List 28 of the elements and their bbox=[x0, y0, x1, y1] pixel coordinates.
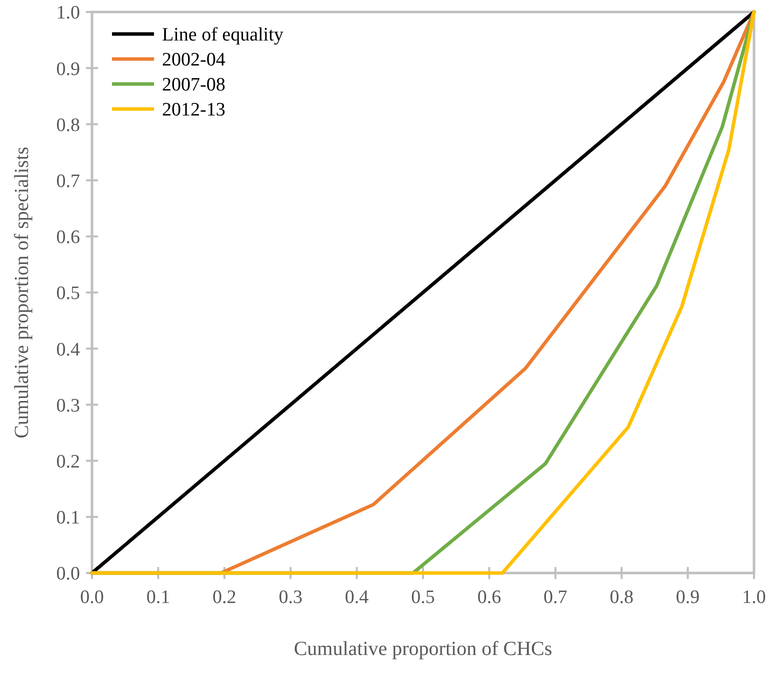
y-tick-label: 0.7 bbox=[56, 170, 80, 192]
legend-label: Line of equality bbox=[162, 24, 284, 46]
y-axis-title: Cumulative proportion of specialists bbox=[11, 146, 33, 438]
y-tick-label: 0.6 bbox=[56, 227, 80, 248]
y-tick-label: 0.9 bbox=[56, 58, 80, 80]
y-tick-label: 0.8 bbox=[56, 114, 80, 136]
legend-label: 2012-13 bbox=[162, 100, 226, 121]
x-tick-label: 0.6 bbox=[477, 587, 502, 608]
y-tick-label: 0.3 bbox=[56, 395, 80, 416]
y-tick-label: 0.5 bbox=[56, 283, 80, 304]
legend-label: 2007-08 bbox=[162, 74, 226, 96]
x-tick-label: 0.9 bbox=[676, 587, 700, 608]
x-tick-label: 1.0 bbox=[742, 587, 766, 608]
y-tick-label: 0.4 bbox=[56, 339, 80, 360]
x-tick-label: 0.8 bbox=[610, 587, 634, 608]
y-tick-label: 0.2 bbox=[56, 451, 80, 472]
x-tick-label: 0.3 bbox=[278, 587, 302, 608]
x-tick-label: 0.7 bbox=[544, 587, 568, 608]
y-tick-label: 0.0 bbox=[56, 564, 80, 585]
legend-label: 2002-04 bbox=[162, 50, 226, 71]
y-tick-label: 1.0 bbox=[56, 2, 80, 24]
y-tick-label: 0.1 bbox=[56, 508, 80, 529]
x-axis-title: Cumulative proportion of CHCs bbox=[294, 638, 552, 660]
x-tick-label: 0.4 bbox=[344, 587, 370, 608]
x-tick-label: 0.5 bbox=[411, 587, 435, 608]
x-tick-label: 0.2 bbox=[212, 587, 236, 608]
x-tick-label: 0.1 bbox=[146, 587, 170, 608]
x-tick-label: 0.0 bbox=[80, 587, 104, 608]
